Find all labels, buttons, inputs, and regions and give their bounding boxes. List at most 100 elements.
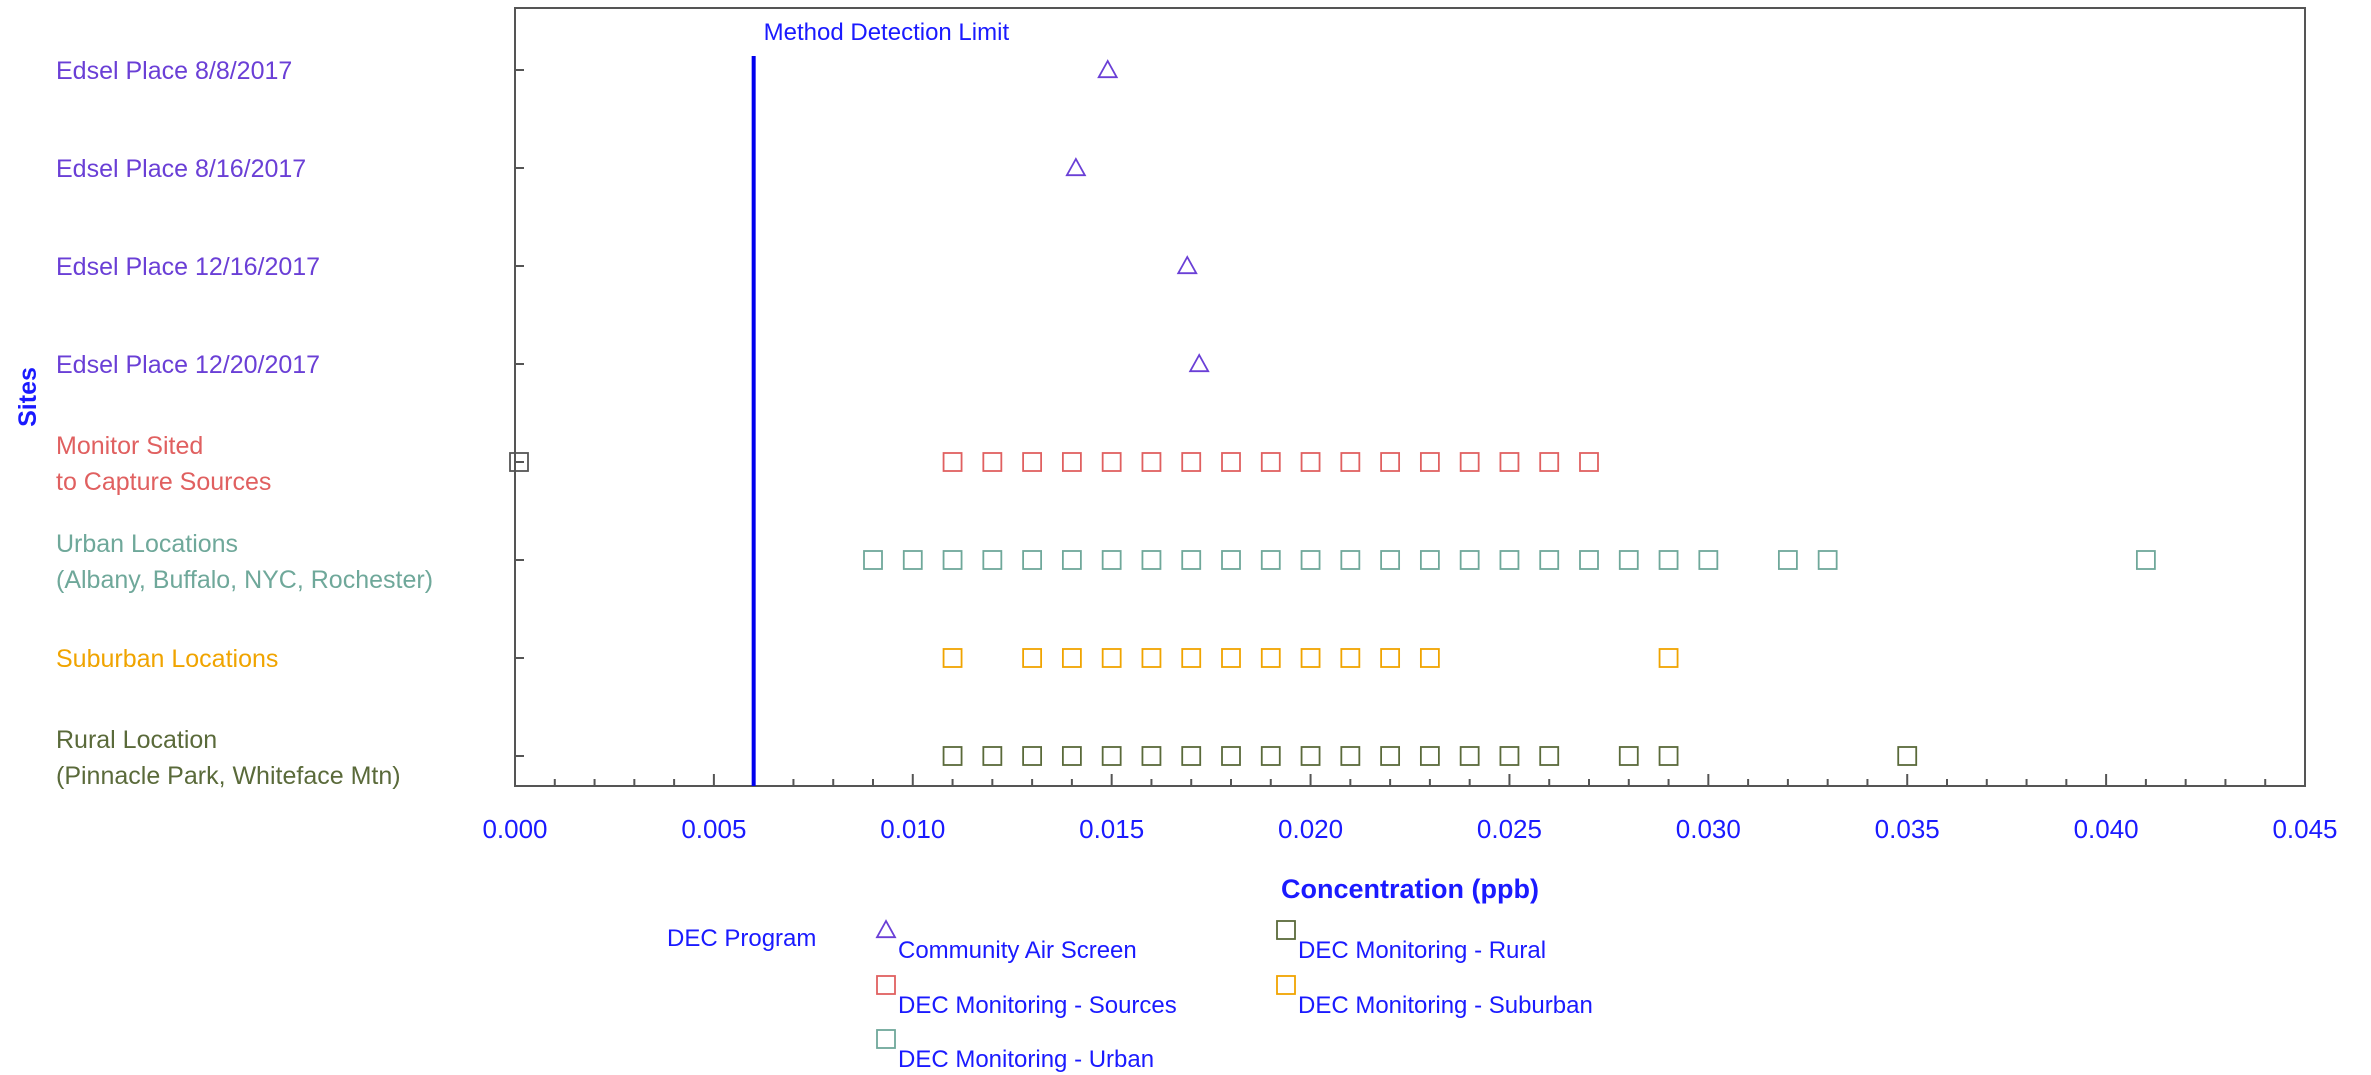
- data-point: [2135, 550, 2156, 570]
- data-point: [1539, 452, 1560, 472]
- data-point: [982, 746, 1003, 766]
- data-point: [1260, 746, 1281, 766]
- plot-frame: [514, 7, 2306, 787]
- data-point: [1499, 550, 1520, 570]
- site-label: Edsel Place 8/8/2017: [56, 57, 292, 85]
- data-point: [942, 746, 963, 766]
- data-point: [1380, 648, 1401, 668]
- data-point: [1061, 746, 1082, 766]
- data-point: [1022, 648, 1043, 668]
- data-point: [982, 452, 1003, 472]
- data-point: [1777, 550, 1798, 570]
- data-point: [1459, 746, 1480, 766]
- data-point: [1459, 452, 1480, 472]
- data-point: [1022, 746, 1043, 766]
- legend-entry-label: DEC Monitoring - Urban: [898, 1046, 1154, 1073]
- data-point: [1101, 648, 1122, 668]
- x-tick-label: 0.020: [1278, 814, 1343, 844]
- data-point: [1065, 157, 1087, 177]
- x-axis-title: Concentration (ppb): [1281, 874, 1539, 904]
- data-point: [1459, 550, 1480, 570]
- legend-entry-label: DEC Monitoring - Rural: [1298, 937, 1546, 964]
- data-point: [1181, 648, 1202, 668]
- data-point: [982, 550, 1003, 570]
- data-point: [1221, 648, 1241, 668]
- data-point: [1221, 550, 1241, 570]
- mdl-label: Method Detection Limit: [764, 19, 1010, 46]
- legend-entry-label: DEC Monitoring - Sources: [898, 992, 1177, 1019]
- site-label: Urban Locations: [56, 530, 238, 558]
- x-tick-label: 0.035: [1875, 814, 1940, 844]
- data-point: [1300, 550, 1321, 570]
- data-point: [1141, 746, 1162, 766]
- data-point: [1141, 648, 1162, 668]
- data-point: [1499, 452, 1520, 472]
- data-point: [863, 550, 883, 570]
- data-point: [1181, 550, 1202, 570]
- data-point: [1658, 648, 1679, 668]
- data-point: [1101, 550, 1122, 570]
- site-label: (Albany, Buffalo, NYC, Rochester): [56, 566, 433, 594]
- y-axis-ticks: [515, 69, 524, 757]
- data-point: [1101, 746, 1122, 766]
- data-point: [1579, 452, 1599, 472]
- legend-marker: [876, 1029, 896, 1049]
- data-point: [509, 452, 529, 472]
- x-tick-label: 0.045: [2272, 814, 2337, 844]
- data-point: [1419, 648, 1440, 668]
- x-tick-label: 0.000: [482, 814, 547, 844]
- data-point: [1061, 648, 1082, 668]
- legend-marker: [1276, 975, 1296, 995]
- data-point: [1300, 746, 1321, 766]
- data-point: [1188, 353, 1210, 373]
- data-point: [1181, 452, 1202, 472]
- legend-marker: [1276, 920, 1296, 940]
- data-point: [902, 550, 923, 570]
- legend: DEC Program Community Air Screen DEC Moni…: [667, 919, 1593, 1073]
- data-point: [1698, 550, 1719, 570]
- data-point: [1419, 550, 1440, 570]
- data-point: [942, 452, 963, 472]
- y-axis-title: Sites: [14, 367, 42, 427]
- method-detection-limit: Method Detection Limit: [751, 19, 1010, 786]
- data-point: [1141, 550, 1162, 570]
- data-point: [1380, 550, 1401, 570]
- site-label: Edsel Place 12/20/2017: [56, 351, 320, 379]
- x-tick-label: 0.030: [1676, 814, 1741, 844]
- x-axis-ticks: 0.000 0.005 0.010 0.015 0.020 0.025 0.030 0.035…: [482, 774, 2338, 844]
- x-tick-label: 0.040: [2074, 814, 2139, 844]
- data-point: [1022, 550, 1043, 570]
- data-point: [1300, 648, 1321, 668]
- legend-marker: [876, 975, 896, 995]
- data-point: [1101, 452, 1122, 472]
- data-point: [1221, 452, 1241, 472]
- data-point: [1022, 452, 1043, 472]
- data-point: [1658, 550, 1679, 570]
- data-point: [1539, 746, 1560, 766]
- data-point: [1061, 550, 1082, 570]
- data-point: [1097, 59, 1119, 79]
- data-point: [1176, 255, 1198, 275]
- data-point: [1539, 550, 1560, 570]
- data-point: [1221, 746, 1241, 766]
- site-label: Rural Location: [56, 726, 217, 754]
- data-point: [1618, 550, 1639, 570]
- data-point: [1260, 452, 1281, 472]
- x-tick-label: 0.010: [880, 814, 945, 844]
- site-label: Monitor Sited: [56, 432, 203, 460]
- data-point: [1340, 746, 1361, 766]
- data-point: [1181, 746, 1202, 766]
- data-point: [1579, 550, 1599, 570]
- site-label: Suburban Locations: [56, 645, 278, 673]
- data-point: [1340, 648, 1361, 668]
- site-label: Edsel Place 8/16/2017: [56, 155, 306, 183]
- x-tick-label: 0.005: [681, 814, 746, 844]
- data-point: [1419, 452, 1440, 472]
- data-point: [1260, 550, 1281, 570]
- data-point: [1380, 746, 1401, 766]
- site-label: Edsel Place 12/16/2017: [56, 253, 320, 281]
- data-point: [1419, 746, 1440, 766]
- data-point: [1897, 746, 1918, 766]
- site-label: (Pinnacle Park, Whiteface Mtn): [56, 762, 401, 790]
